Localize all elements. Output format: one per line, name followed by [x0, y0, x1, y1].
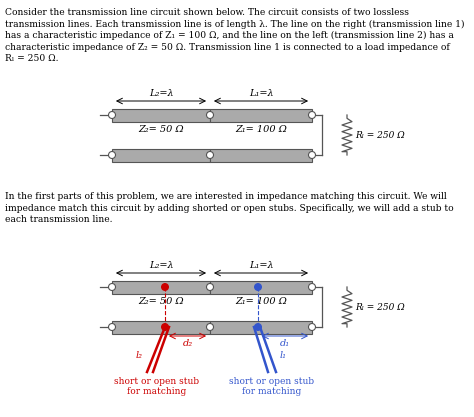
- Circle shape: [161, 323, 169, 331]
- Circle shape: [207, 284, 213, 291]
- Circle shape: [309, 284, 316, 291]
- Text: L₁=λ: L₁=λ: [249, 89, 273, 98]
- Bar: [112, 281, 210, 294]
- Text: Z₁= 100 Ω: Z₁= 100 Ω: [235, 297, 287, 306]
- Text: L₁=λ: L₁=λ: [249, 261, 273, 270]
- Text: Z₂= 50 Ω: Z₂= 50 Ω: [138, 126, 184, 135]
- Text: l₁: l₁: [280, 351, 287, 359]
- Bar: [210, 321, 312, 334]
- Text: l₂: l₂: [136, 351, 143, 359]
- Text: Rₗ = 250 Ω: Rₗ = 250 Ω: [355, 302, 405, 311]
- Circle shape: [254, 323, 262, 331]
- Circle shape: [109, 151, 116, 158]
- Text: has a characteristic impedance of Z₁ = 100 Ω, and the line on the left (transmis: has a characteristic impedance of Z₁ = 1…: [5, 31, 454, 40]
- Text: short or open stub
for matching: short or open stub for matching: [229, 377, 315, 397]
- Text: Rₗ = 250 Ω.: Rₗ = 250 Ω.: [5, 54, 58, 63]
- Circle shape: [109, 284, 116, 291]
- Circle shape: [207, 324, 213, 331]
- Text: Consider the transmission line circuit shown below. The circuit consists of two : Consider the transmission line circuit s…: [5, 8, 409, 17]
- Text: short or open stub
for matching: short or open stub for matching: [114, 377, 200, 397]
- Text: d₂: d₂: [182, 339, 192, 348]
- Bar: [210, 281, 312, 294]
- Text: each transmission line.: each transmission line.: [5, 215, 112, 224]
- Circle shape: [309, 111, 316, 118]
- Bar: [210, 108, 312, 121]
- Text: characteristic impedance of Z₂ = 50 Ω. Transmission line 1 is connected to a loa: characteristic impedance of Z₂ = 50 Ω. T…: [5, 43, 450, 52]
- Circle shape: [309, 324, 316, 331]
- Bar: [112, 321, 210, 334]
- Bar: [112, 148, 210, 161]
- Text: In the first parts of this problem, we are interested in impedance matching this: In the first parts of this problem, we a…: [5, 192, 447, 201]
- Circle shape: [207, 111, 213, 118]
- Circle shape: [109, 111, 116, 118]
- Text: L₂=λ: L₂=λ: [149, 261, 173, 270]
- Bar: [112, 108, 210, 121]
- Text: impedance match this circuit by adding shorted or open stubs. Specifically, we w: impedance match this circuit by adding s…: [5, 203, 454, 213]
- Text: transmission lines. Each transmission line is of length λ. The line on the right: transmission lines. Each transmission li…: [5, 20, 465, 29]
- Circle shape: [207, 151, 213, 158]
- Text: Rₗ = 250 Ω: Rₗ = 250 Ω: [355, 131, 405, 140]
- Text: Z₁= 100 Ω: Z₁= 100 Ω: [235, 126, 287, 135]
- Circle shape: [254, 283, 262, 291]
- Circle shape: [109, 324, 116, 331]
- Circle shape: [161, 283, 169, 291]
- Text: d₁: d₁: [280, 339, 290, 348]
- Circle shape: [309, 151, 316, 158]
- Text: Z₂= 50 Ω: Z₂= 50 Ω: [138, 297, 184, 306]
- Text: L₂=λ: L₂=λ: [149, 89, 173, 98]
- Bar: [210, 148, 312, 161]
